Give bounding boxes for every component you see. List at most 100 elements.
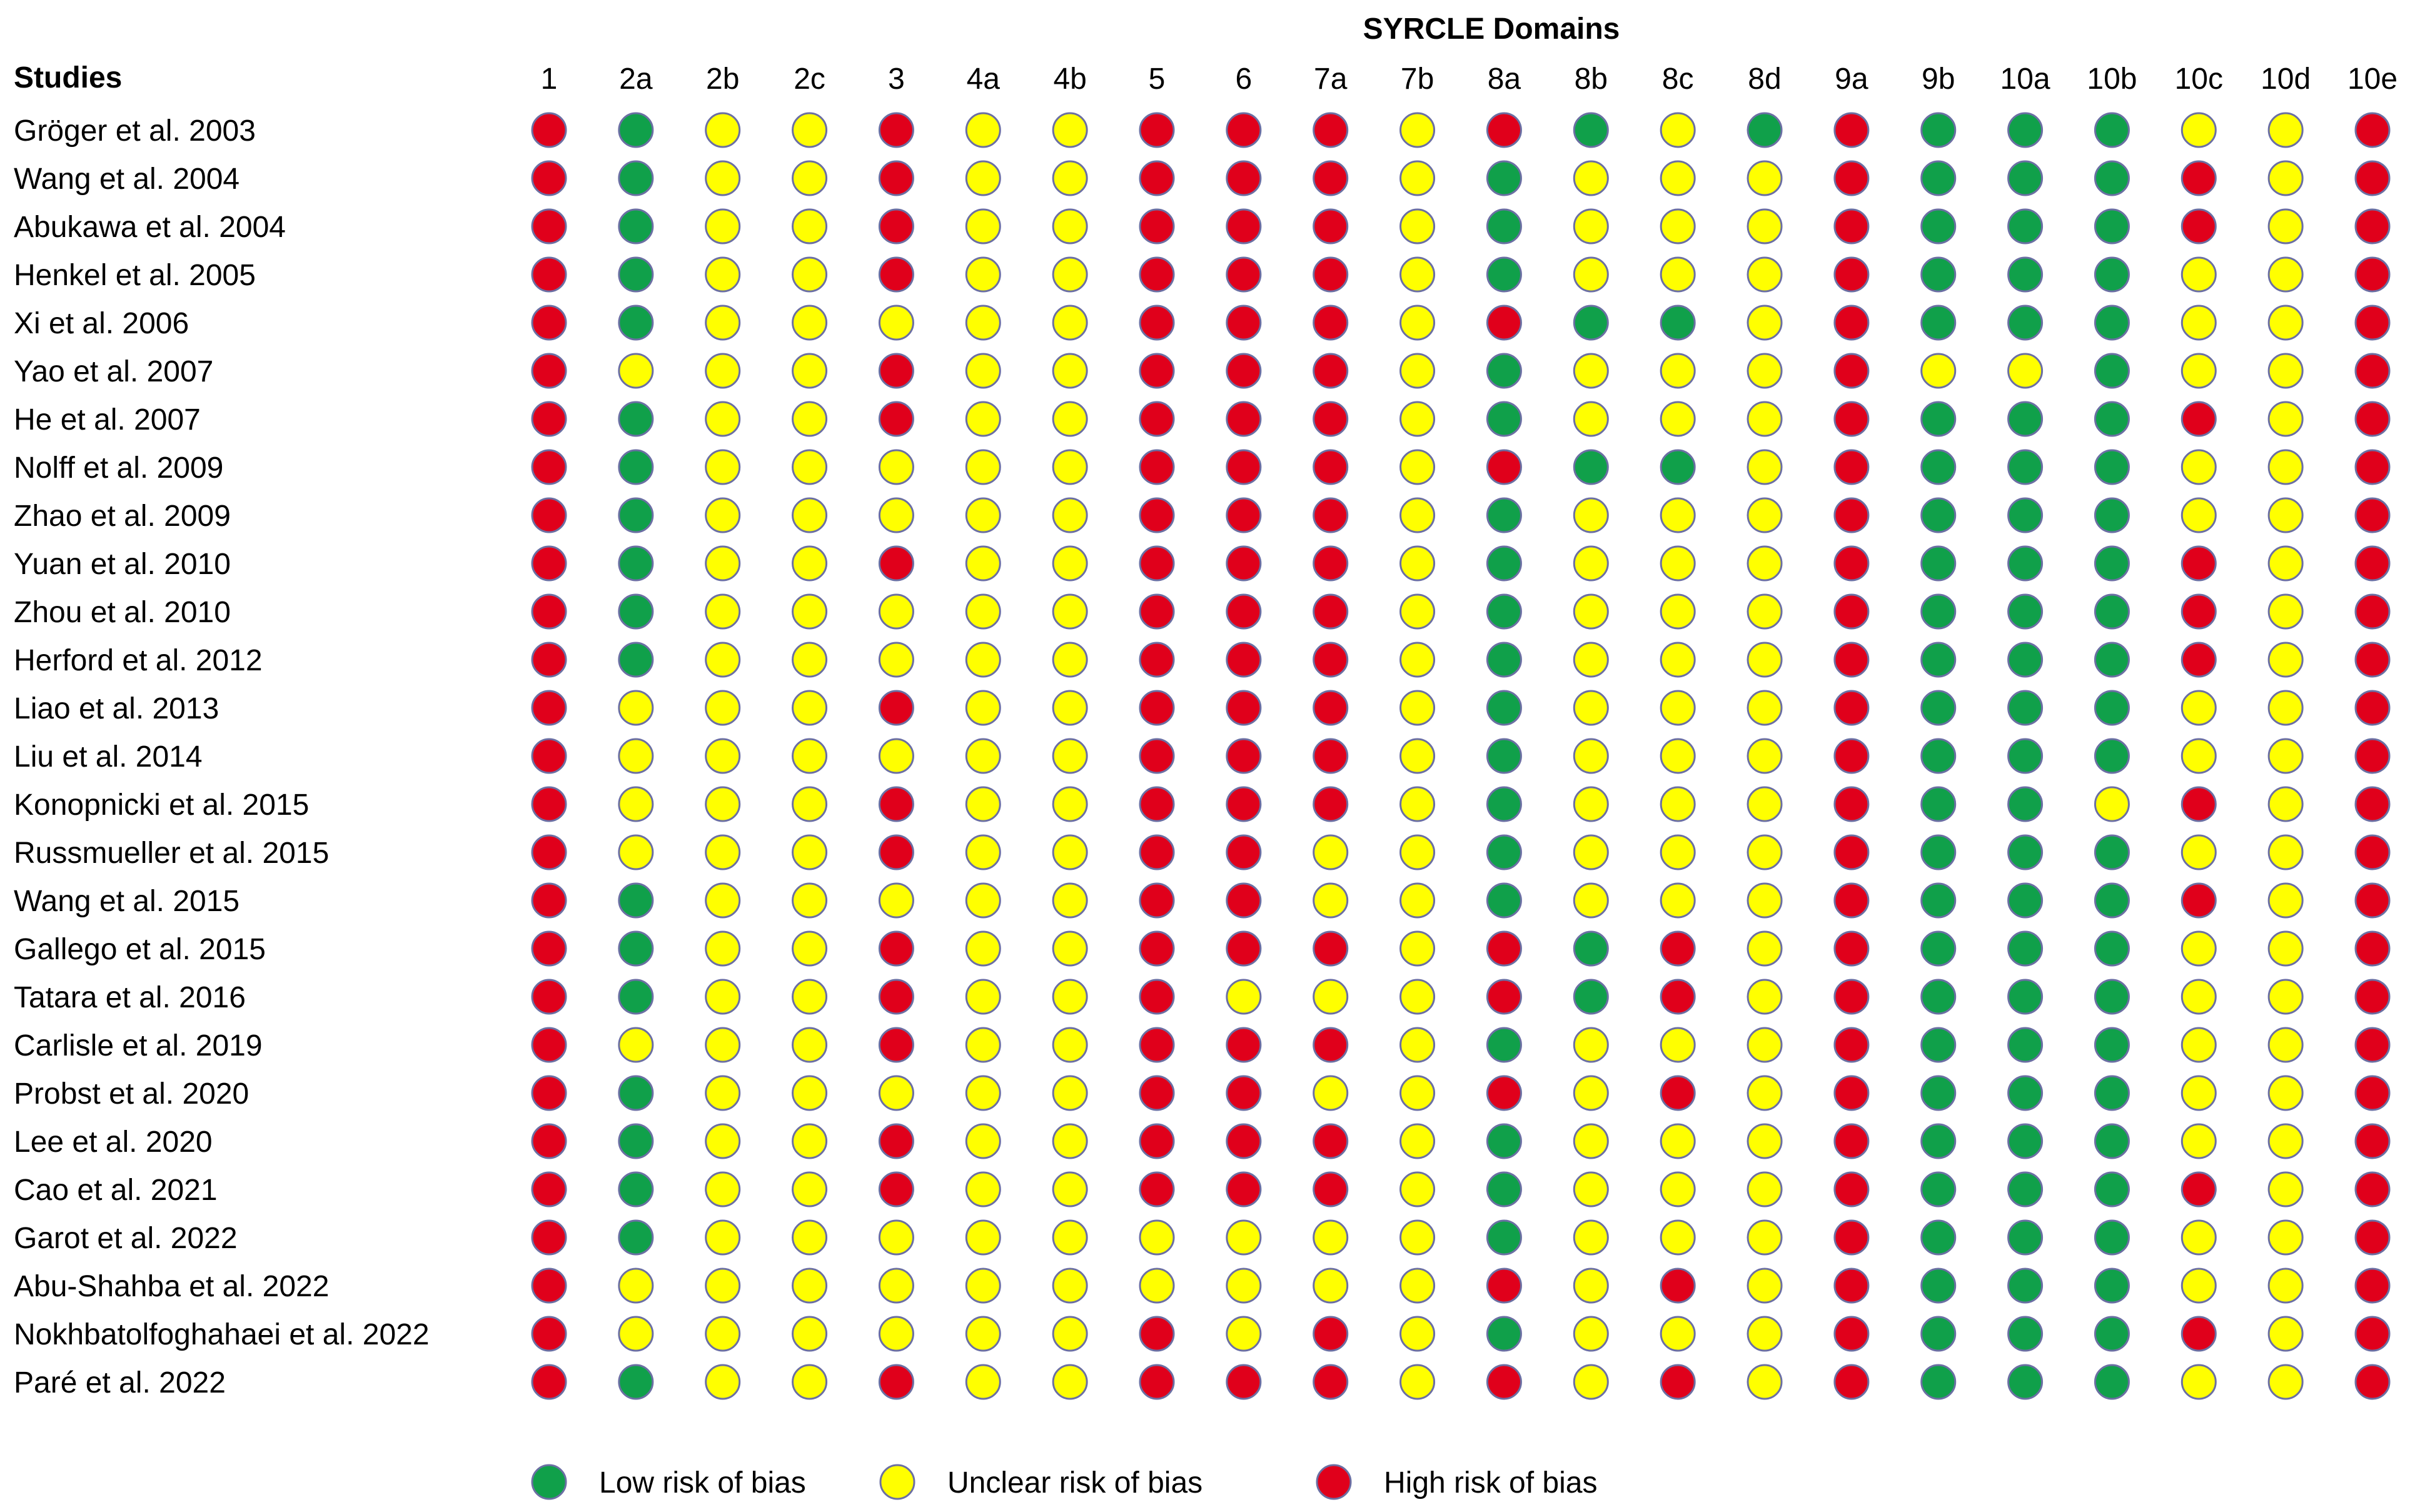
rating-dot-unclear	[1052, 497, 1088, 533]
rating-dot-unclear	[792, 256, 828, 293]
rating-dot-unclear	[2267, 353, 2304, 389]
rating-dot-unclear	[618, 690, 654, 726]
rating-dot-high	[1313, 593, 1349, 630]
rating-dot-high	[2354, 834, 2391, 870]
rating-dot-unclear	[2181, 1027, 2217, 1063]
rating-dot-unclear	[965, 1364, 1001, 1400]
rating-dot-unclear	[1399, 786, 1436, 822]
rating-dot-low	[1660, 305, 1696, 341]
rating-dot-unclear	[1660, 1219, 1696, 1256]
rating-dot-unclear	[792, 353, 828, 389]
rating-dot-unclear	[1660, 1123, 1696, 1159]
rating-dot-unclear	[792, 305, 828, 341]
rating-dot-unclear	[2181, 353, 2217, 389]
rating-dot-high	[1833, 208, 1870, 244]
rating-dot-unclear	[792, 979, 828, 1015]
rating-dot-unclear	[1573, 497, 1609, 533]
rating-dot-low	[2094, 497, 2130, 533]
rating-dot-high	[1833, 930, 1870, 967]
rating-dot-high	[878, 979, 914, 1015]
rating-dot-low	[2007, 497, 2044, 533]
rating-dot-unclear	[1313, 1075, 1349, 1111]
rating-dot-unclear	[2267, 1364, 2304, 1400]
rating-dot-high	[878, 1171, 914, 1207]
study-label: Garot et al. 2022	[14, 1222, 238, 1255]
rating-dot-unclear	[2181, 305, 2217, 341]
rating-dot-low	[1486, 545, 1522, 582]
rating-dot-unclear	[1747, 208, 1783, 244]
rating-dot-unclear	[2181, 1075, 2217, 1111]
rating-dot-unclear	[1573, 690, 1609, 726]
domain-header-10d: 10d	[2261, 63, 2311, 96]
rating-dot-high	[2354, 545, 2391, 582]
rating-dot-unclear	[2267, 497, 2304, 533]
rating-dot-unclear	[1747, 882, 1783, 919]
rating-dot-unclear	[705, 449, 741, 485]
rating-dot-unclear	[705, 497, 741, 533]
study-label: Xi et al. 2006	[14, 307, 189, 340]
rating-dot-high	[1833, 1171, 1870, 1207]
rating-dot-low	[618, 545, 654, 582]
rating-dot-low	[2007, 256, 2044, 293]
rating-dot-low	[2007, 160, 2044, 196]
study-label: Wang et al. 2004	[14, 163, 239, 196]
rating-dot-unclear	[705, 1364, 741, 1400]
rating-dot-high	[531, 1027, 567, 1063]
study-row: Tatara et al. 2016	[14, 979, 2391, 1015]
rating-dot-low	[618, 497, 654, 533]
rating-dot-high	[1833, 642, 1870, 678]
rating-dot-high	[2354, 112, 2391, 148]
study-label: Henkel et al. 2005	[14, 259, 256, 292]
study-row: Gröger et al. 2003	[14, 112, 2391, 148]
rating-dot-low	[2007, 449, 2044, 485]
rating-dot-unclear	[1226, 1219, 1262, 1256]
rating-dot-unclear	[1052, 305, 1088, 341]
rating-dot-unclear	[2267, 256, 2304, 293]
rating-dot-unclear	[1399, 642, 1436, 678]
rating-dot-low	[1920, 1219, 1957, 1256]
rating-dot-unclear	[1660, 256, 1696, 293]
rating-dot-unclear	[965, 256, 1001, 293]
rating-dot-unclear	[1660, 545, 1696, 582]
rating-dot-unclear	[792, 1075, 828, 1111]
rating-dot-unclear	[1747, 401, 1783, 437]
rating-dot-unclear	[2267, 1316, 2304, 1352]
study-label: Herford et al. 2012	[14, 644, 263, 677]
rating-dot-unclear	[1573, 160, 1609, 196]
rating-dot-unclear	[2267, 305, 2304, 341]
rating-dot-unclear	[1747, 979, 1783, 1015]
rating-dot-unclear	[1660, 1171, 1696, 1207]
rating-dot-unclear	[792, 497, 828, 533]
rating-dot-unclear	[792, 208, 828, 244]
rating-dot-low	[2094, 305, 2130, 341]
rating-dot-unclear	[1052, 256, 1088, 293]
rating-dot-high	[878, 1027, 914, 1063]
rating-dot-unclear	[1399, 160, 1436, 196]
rating-dot-high	[1139, 593, 1175, 630]
rating-dot-unclear	[1052, 593, 1088, 630]
rating-dot-unclear	[965, 882, 1001, 919]
rating-dot-low	[2007, 401, 2044, 437]
rating-dot-high	[1139, 690, 1175, 726]
rating-dot-high	[1226, 738, 1262, 774]
domain-header-10e: 10e	[2347, 63, 2397, 96]
rating-dot-unclear	[1052, 545, 1088, 582]
rating-dot-unclear	[1052, 208, 1088, 244]
rating-dot-high	[2354, 208, 2391, 244]
rating-dot-low	[1573, 305, 1609, 341]
rating-dot-low	[1486, 1316, 1522, 1352]
rating-dot-low	[1486, 690, 1522, 726]
rating-dot-unclear	[1573, 208, 1609, 244]
rating-dot-unclear	[1747, 160, 1783, 196]
rating-dot-high	[2354, 1316, 2391, 1352]
rating-dot-unclear	[965, 1027, 1001, 1063]
legend: Low risk of bias Unclear risk of bias High…	[531, 1464, 1597, 1500]
rating-dot-unclear	[965, 979, 1001, 1015]
rating-dot-high	[1313, 305, 1349, 341]
domain-header-1: 1	[541, 63, 558, 96]
study-label: Zhao et al. 2009	[14, 500, 231, 533]
rating-dot-high	[1833, 160, 1870, 196]
rating-dot-unclear	[705, 545, 741, 582]
rating-dot-high	[1139, 449, 1175, 485]
rating-dot-unclear	[1399, 1075, 1436, 1111]
